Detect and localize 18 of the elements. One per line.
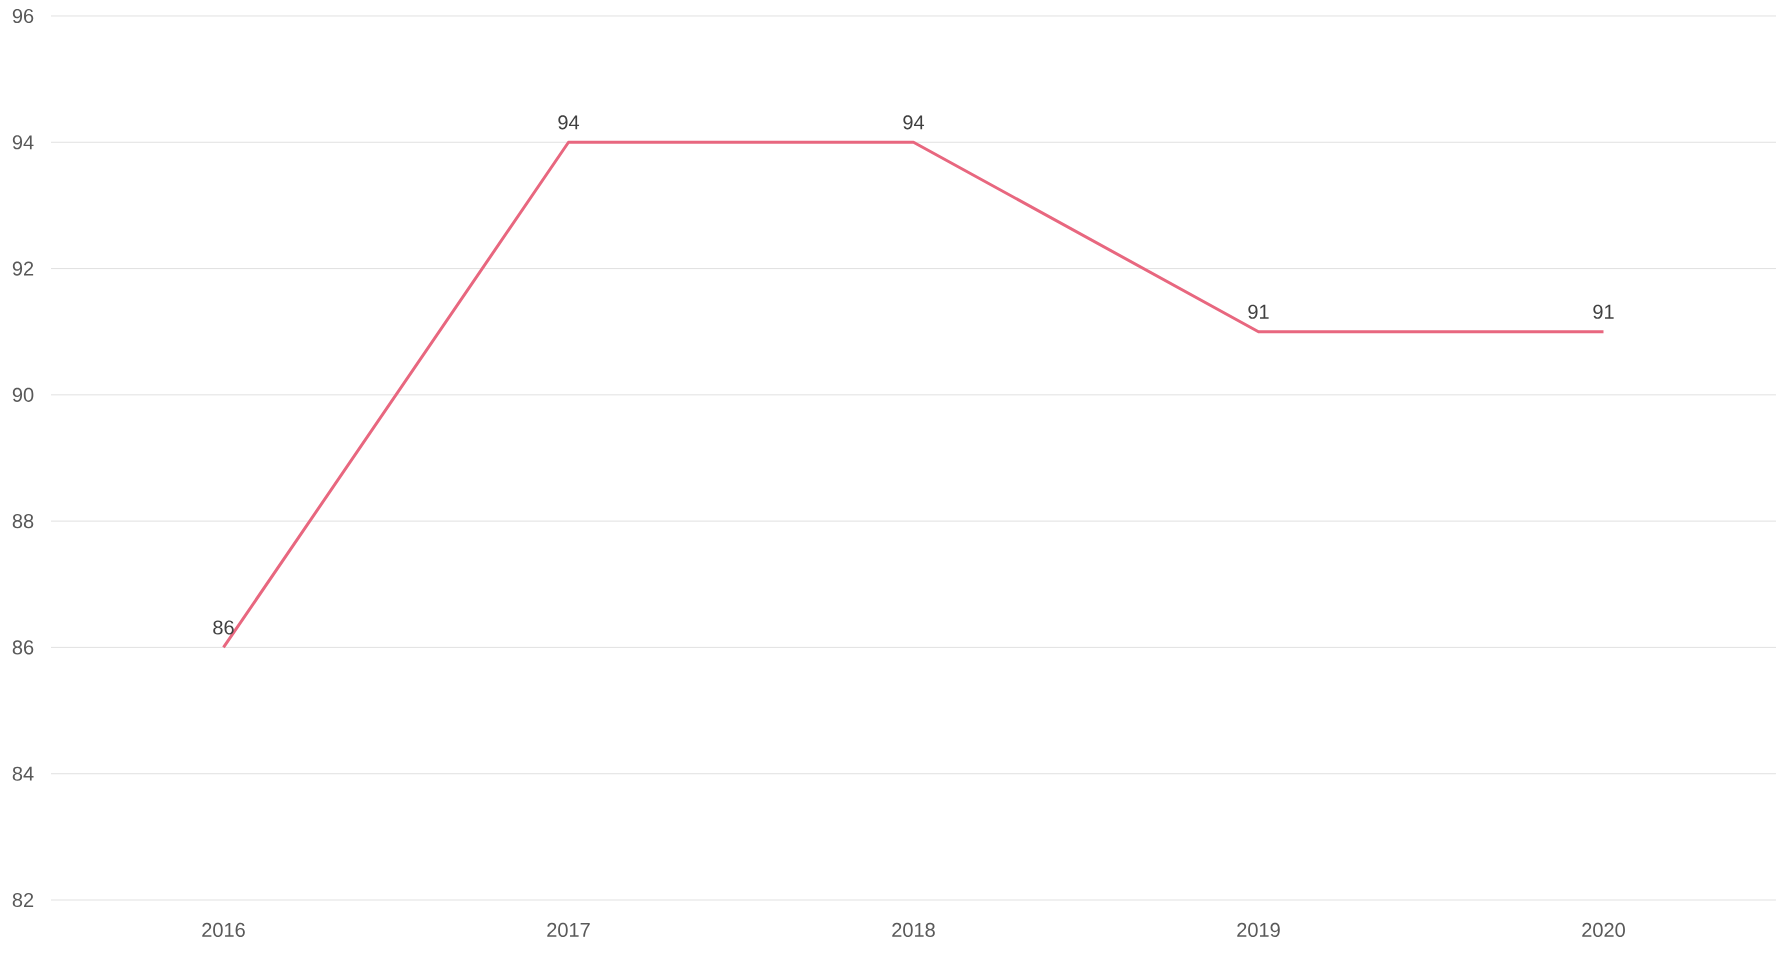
y-tick-label: 82 [12,892,34,908]
x-tick-label: 2020 [1582,922,1625,938]
y-tick-label: 90 [12,387,34,402]
data-label: 91 [1593,304,1614,319]
y-tick-label: 94 [12,135,34,150]
y-tick-label: 84 [12,766,34,781]
y-tick-label: 88 [12,514,34,529]
x-tick-label: 2017 [547,922,590,938]
data-label: 94 [558,115,580,130]
data-label: 91 [1248,304,1269,319]
x-tick-label: 2019 [1237,922,1280,938]
y-tick-label: 86 [12,640,34,655]
y-tick-label: 92 [12,261,34,276]
data-label: 94 [903,115,925,130]
x-tick-label: 2018 [892,922,935,938]
x-tick-label: 2016 [202,922,245,938]
data-label: 86 [213,620,234,635]
y-tick-label: 96 [12,8,34,24]
